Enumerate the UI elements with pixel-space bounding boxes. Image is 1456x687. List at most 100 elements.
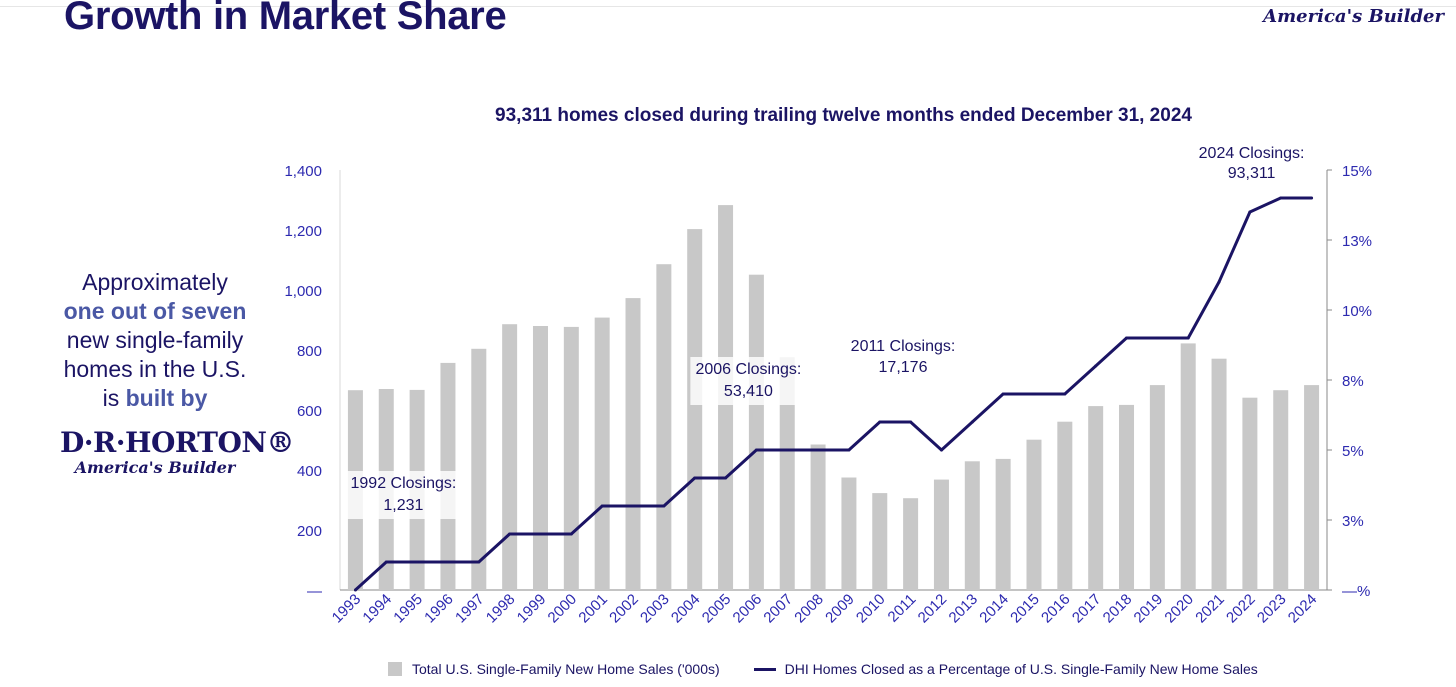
bar-2004: [687, 229, 703, 590]
line-point-2008: [816, 448, 820, 452]
page-title: Growth in Market Share: [64, 0, 507, 38]
chart-legend: Total U.S. Single-Family New Home Sales …: [388, 658, 1258, 680]
chart-title: 93,311 homes closed during trailing twel…: [495, 105, 1192, 126]
bar-1998: [502, 324, 518, 590]
top-rule: [0, 6, 1456, 7]
x-tick-label-1999: 1999: [514, 591, 550, 627]
annotation-1993-value: 1,231: [383, 497, 423, 514]
x-tick-label-2011: 2011: [885, 591, 920, 626]
line-point-1996: [446, 560, 450, 564]
x-tick-label-2004: 2004: [668, 591, 704, 627]
y-right-tick-label: 3%: [1342, 513, 1364, 530]
annotation-bg-2006: [690, 357, 807, 405]
line-point-2019: [1155, 336, 1159, 340]
line-point-2014: [1001, 392, 1005, 396]
x-tick-label-2015: 2015: [1007, 591, 1043, 627]
y-left-tick-label: 400: [297, 463, 322, 480]
y-right-tick-label: —%: [1342, 583, 1370, 600]
bar-2015: [1026, 439, 1042, 590]
x-tick-label-2018: 2018: [1100, 591, 1136, 627]
x-tick-label-1995: 1995: [390, 591, 426, 627]
x-tick-label-2000: 2000: [545, 591, 581, 627]
annotation-1993-label: 1992 Closings:: [351, 475, 457, 492]
legend-bar-label: Total U.S. Single-Family New Home Sales …: [412, 661, 720, 677]
line-point-2018: [1125, 336, 1129, 340]
bar-2021: [1211, 358, 1227, 590]
line-point-1995: [415, 560, 419, 564]
x-tick-label-2008: 2008: [791, 591, 827, 627]
line-point-2002: [631, 504, 635, 508]
x-tick-label-2017: 2017: [1069, 591, 1105, 627]
callout-line-2: one out of seven: [63, 298, 247, 324]
x-tick-label-2024: 2024: [1285, 591, 1321, 627]
bar-2012: [933, 479, 949, 590]
bar-2014: [995, 458, 1011, 590]
y-left-tick-label: 1,000: [284, 283, 322, 300]
x-tick-label-2007: 2007: [760, 591, 796, 627]
line-point-1997: [477, 560, 481, 564]
line-point-1999: [538, 532, 542, 536]
x-tick-label-2006: 2006: [730, 591, 766, 627]
line-point-2010: [878, 420, 882, 424]
y-left-tick-label: 200: [297, 523, 322, 540]
bar-2016: [1057, 421, 1073, 590]
line-point-2011: [909, 420, 913, 424]
x-tick-label-2014: 2014: [976, 591, 1012, 627]
bar-2010: [872, 493, 888, 590]
legend-line-swatch: [753, 667, 776, 671]
y-right-tick-label: 15%: [1342, 163, 1372, 180]
callout-line-1: Approximately: [82, 269, 228, 295]
x-tick-label-1997: 1997: [452, 591, 488, 627]
legend-bar-swatch: [388, 662, 402, 676]
header-tagline-logo: America's Builder: [1263, 6, 1444, 27]
bar-2020: [1180, 343, 1196, 590]
annotation-2024-value: 93,311: [1228, 165, 1276, 182]
line-point-2007: [785, 448, 789, 452]
bar-2002: [625, 298, 641, 590]
x-tick-label-2001: 2001: [575, 591, 611, 627]
x-tick-label-2023: 2023: [1254, 591, 1290, 627]
y-right-tick-label: 5%: [1342, 443, 1364, 460]
line-point-2003: [662, 504, 666, 508]
x-tick-label-2005: 2005: [699, 591, 735, 627]
bar-2006: [748, 274, 764, 590]
legend-line-label: DHI Homes Closed as a Percentage of U.S.…: [784, 661, 1258, 677]
line-point-2009: [847, 448, 851, 452]
y-left-tick-label: 800: [297, 343, 322, 360]
x-tick-label-1996: 1996: [421, 591, 457, 627]
x-tick-label-2003: 2003: [637, 591, 673, 627]
line-point-2015: [1032, 392, 1036, 396]
line-point-2006: [754, 448, 758, 452]
callout-line-3: new single-family: [66, 327, 244, 353]
dhi-share-line: [354, 196, 1312, 592]
x-tick-label-2010: 2010: [853, 591, 889, 627]
line-point-2023: [1279, 196, 1283, 200]
bar-2013: [964, 461, 980, 590]
y-left-tick-label: 600: [297, 403, 322, 420]
annotation-2011-label: 2011 Closings:: [851, 338, 956, 355]
bar-2007: [779, 357, 795, 590]
x-tick-label-2009: 2009: [822, 591, 858, 627]
bar-2009: [841, 477, 857, 590]
x-tick-label-1993: 1993: [329, 591, 365, 627]
y-left-tick-label: 1,200: [284, 223, 322, 240]
x-tick-label-2016: 2016: [1038, 591, 1074, 627]
line-point-2020: [1186, 336, 1190, 340]
x-tick-label-1994: 1994: [359, 591, 395, 627]
annotation-2006-label: 2006 Closings:: [695, 361, 801, 378]
bar-2024: [1304, 385, 1320, 590]
x-tick-label-2020: 2020: [1161, 591, 1197, 627]
y-right-tick-label: 13%: [1342, 233, 1372, 250]
x-tick-label-2002: 2002: [606, 591, 642, 627]
bar-2001: [594, 317, 610, 590]
bar-2019: [1149, 385, 1165, 590]
line-point-2024: [1310, 196, 1314, 200]
annotation-2006-value: 53,410: [724, 383, 773, 400]
y-right-tick-label: 10%: [1342, 303, 1372, 320]
callout-line-5-prefix: is: [102, 385, 126, 411]
callout-line-4: homes in the U.S.: [63, 356, 247, 382]
bar-2008: [810, 444, 826, 590]
x-tick-label-2022: 2022: [1223, 591, 1259, 627]
y-right-tick-label: 8%: [1342, 373, 1364, 390]
line-point-2012: [939, 448, 943, 452]
